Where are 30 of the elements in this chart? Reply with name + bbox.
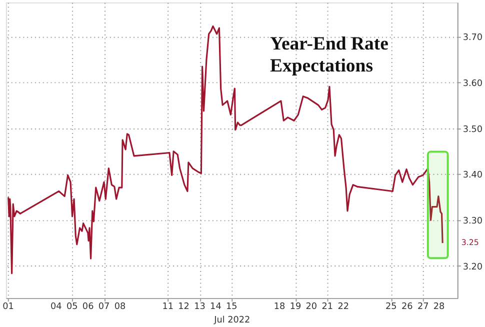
y-tick-label: 3.40 (462, 170, 483, 181)
line-series (8, 25, 444, 274)
x-axis-title: Jul 2022 (213, 316, 250, 326)
x-tick-label: 27 (417, 302, 429, 312)
x-tick-label: 19 (290, 302, 302, 312)
x-tick-label: 05 (66, 302, 78, 312)
x-tick-label: 13 (194, 302, 206, 312)
x-tick-label: 08 (114, 302, 126, 312)
y-tick-label: 3.50 (462, 124, 483, 135)
y-tick-label: 3.20 (462, 262, 483, 272)
x-tick-label: 21 (322, 302, 334, 312)
x-tick-label: 15 (226, 302, 238, 312)
x-tick-label: 11 (162, 302, 174, 312)
x-tick-label: 12 (178, 302, 190, 312)
x-tick-label: 01 (2, 302, 14, 312)
x-tick-label: 14 (210, 302, 222, 312)
y-tick-label: 3.30 (462, 216, 483, 227)
x-tick-label: 26 (402, 302, 414, 312)
x-tick-label: 20 (306, 302, 318, 312)
y-tick-label: 3.70 (462, 33, 483, 44)
y-tick-label: 3.60 (462, 79, 483, 90)
x-tick-label: 25 (386, 302, 397, 312)
x-tick-label: 18 (274, 302, 286, 312)
text: Year-End Rate Expectations (270, 34, 388, 76)
text: 3.25 (461, 238, 479, 248)
x-tick-label: 04 (50, 302, 62, 312)
x-tick-label: 07 (98, 302, 110, 312)
x-tick-label: 22 (338, 302, 349, 312)
x-tick-label: 06 (82, 302, 94, 312)
x-tick-label: 28 (433, 302, 446, 312)
